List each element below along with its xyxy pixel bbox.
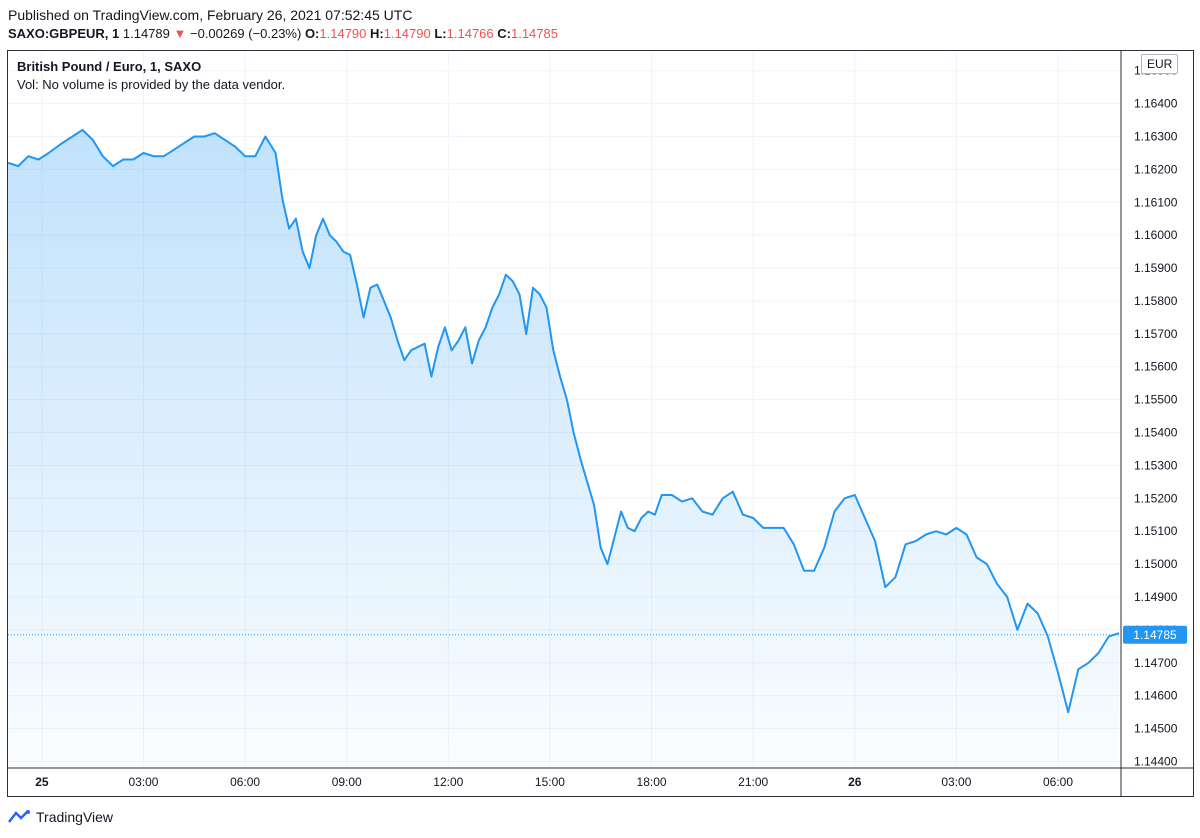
price-change: −0.00269 (−0.23%) xyxy=(190,26,302,41)
quote-line: SAXO:GBPEUR, 1 1.14789 ▼ −0.00269 (−0.23… xyxy=(8,26,558,41)
y-tick-label: 1.14500 xyxy=(1134,722,1178,736)
y-tick-label: 1.14400 xyxy=(1134,754,1178,768)
y-tick-label: 1.16100 xyxy=(1134,195,1178,209)
x-tick-label: 09:00 xyxy=(332,775,362,789)
y-tick-label: 1.15900 xyxy=(1134,261,1178,275)
volume-note: Vol: No volume is provided by the data v… xyxy=(17,77,286,92)
x-tick-label: 06:00 xyxy=(230,775,260,789)
x-tick-label: 06:00 xyxy=(1043,775,1073,789)
open-value: 1.14790 xyxy=(319,26,367,41)
y-tick-label: 1.15600 xyxy=(1134,360,1178,374)
open-label: O: xyxy=(304,26,320,41)
x-tick-label: 18:00 xyxy=(637,775,667,789)
y-tick-label: 1.14600 xyxy=(1134,689,1178,703)
x-tick-label: 26 xyxy=(848,775,862,789)
last-price-badge xyxy=(1123,625,1187,644)
price-line xyxy=(7,128,1120,714)
y-tick-label: 1.14700 xyxy=(1134,656,1178,670)
y-tick-label: 1.16300 xyxy=(1134,130,1178,144)
y-tick-label: 1.15700 xyxy=(1134,327,1178,341)
tradingview-logo-icon xyxy=(8,810,30,823)
x-tick-label: 25 xyxy=(35,775,49,789)
y-tick-label: 1.16200 xyxy=(1134,162,1178,176)
high-value: 1.14790 xyxy=(383,26,431,41)
currency-button[interactable]: EUR xyxy=(1141,54,1179,74)
y-tick-label: 1.15800 xyxy=(1134,294,1178,308)
y-tick-label: 1.15100 xyxy=(1134,524,1178,538)
footer-logo: TradingView xyxy=(8,809,113,825)
symbol-label: SAXO:GBPEUR, 1 xyxy=(8,26,120,41)
down-arrow-icon: ▼ xyxy=(173,26,187,41)
y-tick-label: 1.14900 xyxy=(1134,590,1178,604)
x-tick-label: 15:00 xyxy=(535,775,565,789)
price-area-fill xyxy=(8,129,1119,768)
y-tick-label: 1.15300 xyxy=(1134,458,1178,472)
y-tick-label: 1.15200 xyxy=(1134,491,1178,505)
y-tick-label: 1.15400 xyxy=(1134,426,1178,440)
x-tick-label: 12:00 xyxy=(433,775,463,789)
y-tick-label: 1.16000 xyxy=(1134,228,1178,242)
x-tick-label: 03:00 xyxy=(941,775,971,789)
y-tick-label: 1.15500 xyxy=(1134,393,1178,407)
x-tick-label: 03:00 xyxy=(128,775,158,789)
chart-frame xyxy=(7,50,1194,797)
close-value: 1.14785 xyxy=(510,26,558,41)
last-price-label: 1.14785 xyxy=(1133,628,1177,642)
chart-legend: British Pound / Euro, 1, SAXO Vol: No vo… xyxy=(17,59,285,92)
close-label: C: xyxy=(497,26,511,41)
high-label: H: xyxy=(370,26,384,41)
legend-title: British Pound / Euro, 1, SAXO xyxy=(17,59,202,74)
last-price: 1.14789 xyxy=(122,26,170,41)
published-caption: Published on TradingView.com, February 2… xyxy=(8,7,413,23)
footer-brand: TradingView xyxy=(36,809,114,825)
low-value: 1.14766 xyxy=(446,26,494,41)
x-tick-label: 21:00 xyxy=(738,775,768,789)
y-tick-label: 1.16400 xyxy=(1134,97,1178,111)
low-label: L: xyxy=(434,26,447,41)
y-tick-label: 1.15000 xyxy=(1134,557,1178,571)
